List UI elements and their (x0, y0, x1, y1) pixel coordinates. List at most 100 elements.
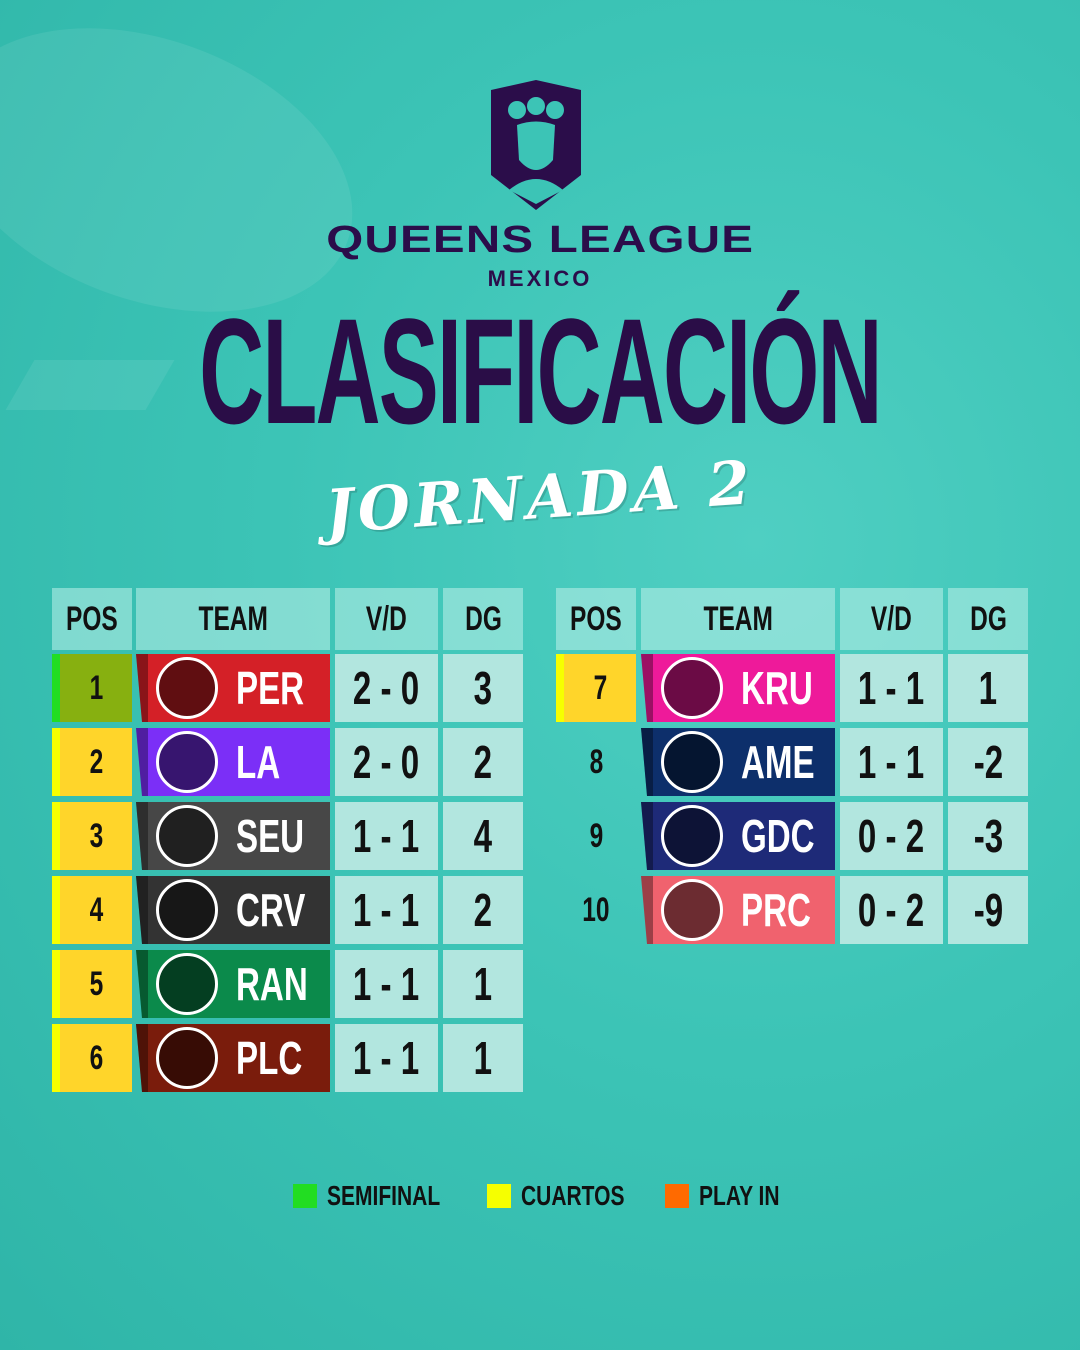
dg-value: 3 (473, 662, 493, 714)
vd-value: 1 - 1 (353, 884, 420, 936)
dg-value: -2 (973, 736, 1003, 788)
header-label: TEAM (703, 599, 773, 638)
brand-name-row: QUEENS LEAGUE (0, 218, 1080, 262)
team-stripe (641, 654, 653, 722)
cuartos-swatch (487, 1184, 511, 1208)
page-title-row: CLASIFICACIÓN (0, 296, 1080, 446)
vd-value: 1 - 1 (353, 958, 420, 1010)
page-title: CLASIFICACIÓN (199, 287, 882, 455)
vd-value: 2 - 0 (353, 736, 420, 788)
header-dg: DG (948, 588, 1028, 650)
dg-value: -9 (973, 884, 1003, 936)
header-pos: POS (556, 588, 636, 650)
dg-cell: 2 (443, 728, 523, 796)
position-cell: 1 (52, 654, 132, 722)
position-cell: 9 (556, 802, 636, 870)
header-label: V/D (871, 599, 912, 638)
position-cell: 2 (52, 728, 132, 796)
vd-cell: 1 - 1 (840, 654, 943, 722)
position-value: 1 (89, 668, 103, 707)
dg-value: 1 (473, 958, 493, 1010)
dg-value: 4 (473, 810, 493, 862)
dg-value: 2 (473, 884, 493, 936)
header-label: V/D (366, 599, 407, 638)
position-value: 6 (89, 1038, 103, 1077)
header-label: POS (570, 599, 622, 638)
legend-semifinal: SEMIFINAL (293, 1180, 478, 1212)
page-subtitle-row: JORNADA 2 (0, 448, 1080, 548)
team-stripe (136, 950, 148, 1018)
dg-cell: -2 (948, 728, 1028, 796)
dg-cell: 4 (443, 802, 523, 870)
vd-cell: 1 - 1 (335, 876, 438, 944)
playin-swatch (665, 1184, 689, 1208)
position-value: 2 (89, 742, 103, 781)
header-label: POS (66, 599, 118, 638)
position-cell: 8 (556, 728, 636, 796)
vd-cell: 2 - 0 (335, 654, 438, 722)
header-dg: DG (443, 588, 523, 650)
position-value: 10 (582, 890, 610, 929)
header-label: TEAM (198, 599, 268, 638)
team-logo-icon (156, 657, 218, 719)
vd-value: 1 - 1 (858, 662, 925, 714)
team-cell: AME (641, 728, 835, 796)
team-name: SEU (236, 810, 305, 862)
dg-cell: 1 (443, 950, 523, 1018)
vd-cell: 1 - 1 (335, 1024, 438, 1092)
vd-value: 0 - 2 (858, 810, 925, 862)
team-stripe (136, 876, 148, 944)
position-value: 3 (89, 816, 103, 855)
dg-cell: 1 (443, 1024, 523, 1092)
position-value: 8 (589, 742, 603, 781)
team-logo-icon (661, 805, 723, 867)
team-logo-icon (156, 1027, 218, 1089)
team-cell: CRV (136, 876, 330, 944)
dg-cell: 1 (948, 654, 1028, 722)
team-name: RAN (236, 958, 308, 1010)
team-name: PRC (741, 884, 811, 936)
vd-value: 1 - 1 (353, 810, 420, 862)
vd-value: 0 - 2 (858, 884, 925, 936)
vd-value: 1 - 1 (858, 736, 925, 788)
team-stripe (136, 728, 148, 796)
team-stripe (641, 876, 653, 944)
vd-cell: 1 - 1 (840, 728, 943, 796)
team-logo-icon (661, 879, 723, 941)
legend-playin: PLAY IN (665, 1180, 806, 1212)
brand-region-row: MEXICO (0, 266, 1080, 292)
team-cell: KRU (641, 654, 835, 722)
team-stripe (136, 802, 148, 870)
team-name: PLC (236, 1032, 303, 1084)
dg-cell: -3 (948, 802, 1028, 870)
brand-name: QUEENS LEAGUE (325, 219, 754, 261)
vd-value: 2 - 0 (353, 662, 420, 714)
dg-value: 1 (473, 1032, 493, 1084)
vd-cell: 1 - 1 (335, 802, 438, 870)
team-stripe (641, 728, 653, 796)
team-logo-icon (661, 731, 723, 793)
team-logo-icon (156, 879, 218, 941)
position-cell: 10 (556, 876, 636, 944)
position-cell: 7 (556, 654, 636, 722)
team-cell: LA (136, 728, 330, 796)
team-cell: PER (136, 654, 330, 722)
team-logo-icon (156, 953, 218, 1015)
vd-value: 1 - 1 (353, 1032, 420, 1084)
vd-cell: 2 - 0 (335, 728, 438, 796)
header-vd: V/D (840, 588, 943, 650)
team-name: KRU (741, 662, 813, 714)
header-pos: POS (52, 588, 132, 650)
team-stripe (136, 654, 148, 722)
brand-region: MEXICO (487, 266, 593, 291)
position-cell: 5 (52, 950, 132, 1018)
legend-cuartos: CUARTOS (487, 1180, 659, 1212)
team-cell: PLC (136, 1024, 330, 1092)
team-cell: PRC (641, 876, 835, 944)
team-cell: GDC (641, 802, 835, 870)
position-value: 4 (89, 890, 103, 929)
team-name: GDC (741, 810, 815, 862)
dg-cell: 2 (443, 876, 523, 944)
dg-cell: -9 (948, 876, 1028, 944)
vd-cell: 0 - 2 (840, 802, 943, 870)
